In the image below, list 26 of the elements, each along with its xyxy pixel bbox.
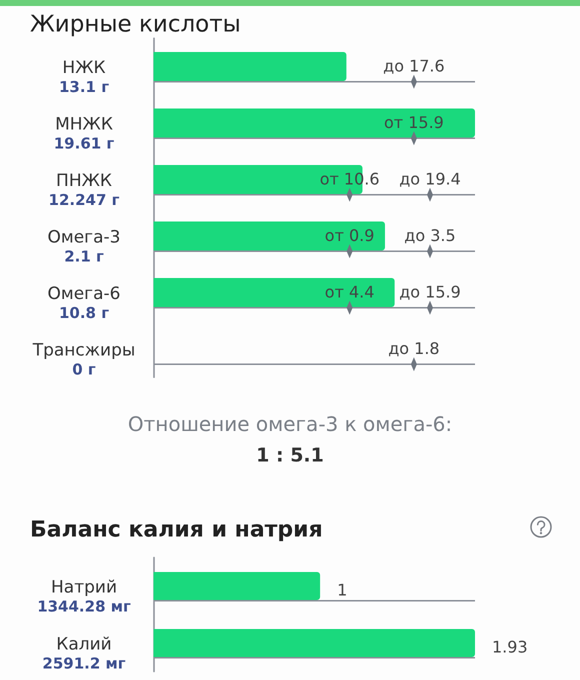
bar: [154, 108, 475, 138]
annotation: от 0.9: [324, 226, 374, 245]
annotation: до 3.5: [404, 226, 456, 245]
y-tick-label: Натрий 1344.28 мг: [37, 578, 131, 616]
annotation: от 15.9: [384, 112, 444, 132]
text: Отношение омега-3 к омега-6:: [128, 412, 452, 436]
y-tick-label: Омега-3 2.1 г: [48, 228, 120, 266]
bar: [154, 222, 385, 250]
bar: [154, 52, 346, 81]
y-tick-label: МНЖК 19.61 г: [54, 114, 114, 152]
annotation: до 1.8: [388, 338, 440, 358]
text: 1 : 5.1: [256, 444, 324, 466]
data-label: 1.93: [492, 638, 528, 656]
bar: [154, 278, 395, 307]
annotation: до 19.4: [399, 169, 461, 188]
chart-title: Баланс калия и натрия: [30, 518, 323, 542]
y-tick-label: ПНЖК 12.247 г: [48, 171, 120, 209]
y-tick-label: Калий 2591.2 мг: [42, 634, 126, 672]
y-tick-label: Трансжиры 0 г: [32, 340, 136, 378]
annotation: до 17.6: [383, 56, 445, 76]
y-tick-label: Омега-6 10.8 г: [48, 284, 120, 322]
data-label: 1: [337, 580, 348, 600]
y-tick-label: НЖК 13.1 г: [58, 58, 110, 96]
chart-title: Жирные кислоты: [30, 12, 241, 38]
annotation: до 15.9: [399, 282, 461, 302]
annotation: от 4.4: [324, 282, 374, 302]
